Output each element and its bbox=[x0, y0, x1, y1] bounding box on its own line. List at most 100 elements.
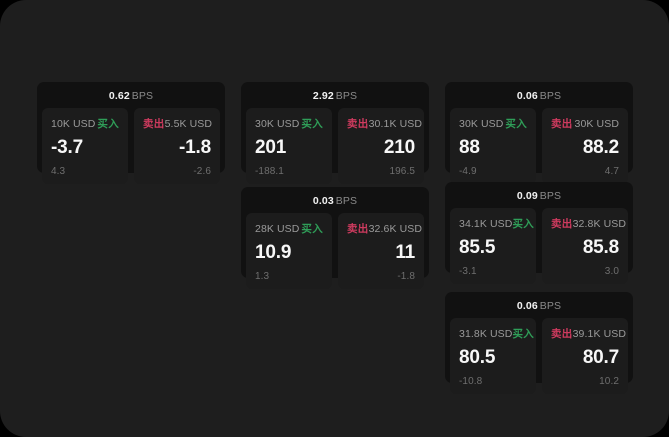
buy-panel[interactable]: 34.1K USD 买入 85.5 -3.1 bbox=[450, 208, 536, 284]
sell-panel[interactable]: 卖出 39.1K USD 80.7 10.2 bbox=[542, 318, 628, 394]
buy-header: 31.8K USD 买入 bbox=[459, 326, 534, 341]
buy-delta: -4.9 bbox=[459, 166, 477, 177]
buy-price: 88 bbox=[459, 137, 480, 158]
spread-unit: BPS bbox=[539, 300, 562, 312]
spread-unit: BPS bbox=[539, 190, 562, 202]
sell-price: -1.8 bbox=[179, 137, 211, 158]
quote-card-2[interactable]: 2.92 BPS 30K USD 买入 201 -188.1 卖出 30.1K U… bbox=[241, 82, 429, 184]
card-header: 0.03 BPS bbox=[246, 193, 424, 209]
card-header: 0.09 BPS bbox=[450, 188, 628, 204]
sell-quantity: 39.1K USD bbox=[572, 328, 627, 340]
buy-quantity: 30K USD bbox=[255, 118, 300, 130]
buy-delta: -188.1 bbox=[255, 166, 284, 177]
card-header: 0.06 BPS bbox=[450, 88, 628, 104]
buy-header: 34.1K USD 买入 bbox=[459, 216, 534, 231]
sell-header: 卖出 39.1K USD bbox=[551, 326, 626, 341]
buy-price: -3.7 bbox=[51, 137, 83, 158]
sell-header: 卖出 30.1K USD bbox=[347, 116, 422, 131]
sell-delta: 3.0 bbox=[604, 266, 619, 277]
spread-unit: BPS bbox=[539, 90, 562, 102]
buy-quantity: 31.8K USD bbox=[459, 328, 513, 340]
buy-panel[interactable]: 30K USD 买入 88 -4.9 bbox=[450, 108, 536, 184]
sell-price: 210 bbox=[383, 137, 415, 158]
sell-delta: -1.8 bbox=[397, 271, 415, 282]
sell-action-label: 卖出 bbox=[347, 118, 369, 130]
buy-quantity: 34.1K USD bbox=[459, 218, 513, 230]
sell-price: 85.8 bbox=[582, 237, 619, 258]
spread-unit: BPS bbox=[335, 90, 358, 102]
sell-header: 卖出 32.8K USD bbox=[551, 216, 626, 231]
sell-action-label: 卖出 bbox=[551, 118, 573, 130]
sell-quantity: 32.8K USD bbox=[572, 218, 627, 230]
sell-price: 80.7 bbox=[582, 347, 619, 368]
sell-panel[interactable]: 卖出 32.6K USD 11 -1.8 bbox=[338, 213, 424, 289]
buy-delta: -10.8 bbox=[459, 376, 483, 387]
sell-price: 88.2 bbox=[582, 137, 619, 158]
buy-price: 80.5 bbox=[459, 347, 496, 368]
quote-card-6[interactable]: 0.06 BPS 31.8K USD 买入 80.5 -10.8 卖出 39.1K… bbox=[445, 292, 633, 394]
buy-header: 28K USD 买入 bbox=[255, 221, 323, 236]
buy-action-label: 买入 bbox=[512, 218, 535, 230]
sell-quantity: 30K USD bbox=[574, 118, 619, 130]
buy-quantity: 30K USD bbox=[459, 118, 504, 130]
sell-quantity: 5.5K USD bbox=[164, 118, 213, 130]
sell-panel[interactable]: 卖出 5.5K USD -1.8 -2.6 bbox=[134, 108, 220, 184]
spread-value: 0.06 bbox=[516, 300, 538, 312]
card-body: 10K USD 买入 -3.7 4.3 卖出 5.5K USD -1.8 -2.… bbox=[42, 108, 220, 184]
spread-value: 0.09 bbox=[516, 190, 538, 202]
sell-header: 卖出 30K USD bbox=[551, 116, 619, 131]
sell-panel[interactable]: 卖出 30K USD 88.2 4.7 bbox=[542, 108, 628, 184]
buy-header: 10K USD 买入 bbox=[51, 116, 119, 131]
buy-delta: 1.3 bbox=[255, 271, 270, 282]
quote-card-3[interactable]: 0.06 BPS 30K USD 买入 88 -4.9 卖出 30K USD bbox=[445, 82, 633, 184]
card-body: 31.8K USD 买入 80.5 -10.8 卖出 39.1K USD 80.… bbox=[450, 318, 628, 394]
spread-unit: BPS bbox=[131, 90, 154, 102]
sell-delta: 10.2 bbox=[599, 376, 619, 387]
sell-header: 卖出 5.5K USD bbox=[143, 116, 213, 131]
spread-value: 0.03 bbox=[312, 195, 334, 207]
buy-price: 85.5 bbox=[459, 237, 496, 258]
quote-card-1[interactable]: 0.62 BPS 10K USD 买入 -3.7 4.3 卖出 5.5K USD bbox=[37, 82, 225, 184]
sell-delta: 196.5 bbox=[389, 166, 415, 177]
buy-delta: 4.3 bbox=[51, 166, 66, 177]
spread-value: 0.06 bbox=[516, 90, 538, 102]
card-header: 0.06 BPS bbox=[450, 298, 628, 314]
card-header: 0.62 BPS bbox=[42, 88, 220, 104]
quote-card-4[interactable]: 0.03 BPS 28K USD 买入 10.9 1.3 卖出 32.6K USD bbox=[241, 187, 429, 289]
sell-panel[interactable]: 卖出 30.1K USD 210 196.5 bbox=[338, 108, 424, 184]
sell-action-label: 卖出 bbox=[143, 118, 165, 130]
card-body: 30K USD 买入 201 -188.1 卖出 30.1K USD 210 1… bbox=[246, 108, 424, 184]
buy-action-label: 买入 bbox=[97, 118, 119, 130]
sell-delta: -2.6 bbox=[193, 166, 211, 177]
buy-panel[interactable]: 31.8K USD 买入 80.5 -10.8 bbox=[450, 318, 536, 394]
sell-action-label: 卖出 bbox=[347, 223, 369, 235]
spread-value: 0.62 bbox=[108, 90, 130, 102]
card-header: 2.92 BPS bbox=[246, 88, 424, 104]
buy-quantity: 10K USD bbox=[51, 118, 96, 130]
sell-quantity: 32.6K USD bbox=[368, 223, 423, 235]
sell-action-label: 卖出 bbox=[551, 218, 573, 230]
card-body: 34.1K USD 买入 85.5 -3.1 卖出 32.8K USD 85.8… bbox=[450, 208, 628, 284]
buy-delta: -3.1 bbox=[459, 266, 477, 277]
buy-header: 30K USD 买入 bbox=[255, 116, 323, 131]
sell-price: 11 bbox=[395, 242, 415, 263]
buy-action-label: 买入 bbox=[301, 223, 323, 235]
buy-price: 10.9 bbox=[255, 242, 292, 263]
sell-action-label: 卖出 bbox=[551, 328, 573, 340]
card-body: 30K USD 买入 88 -4.9 卖出 30K USD 88.2 4.7 bbox=[450, 108, 628, 184]
spread-unit: BPS bbox=[335, 195, 358, 207]
buy-action-label: 买入 bbox=[512, 328, 535, 340]
quote-card-5[interactable]: 0.09 BPS 34.1K USD 买入 85.5 -3.1 卖出 32.8K … bbox=[445, 182, 633, 284]
sell-delta: 4.7 bbox=[604, 166, 619, 177]
spread-value: 2.92 bbox=[312, 90, 334, 102]
sell-header: 卖出 32.6K USD bbox=[347, 221, 422, 236]
buy-panel[interactable]: 10K USD 买入 -3.7 4.3 bbox=[42, 108, 128, 184]
card-body: 28K USD 买入 10.9 1.3 卖出 32.6K USD 11 -1.8 bbox=[246, 213, 424, 289]
buy-panel[interactable]: 30K USD 买入 201 -188.1 bbox=[246, 108, 332, 184]
buy-panel[interactable]: 28K USD 买入 10.9 1.3 bbox=[246, 213, 332, 289]
sell-quantity: 30.1K USD bbox=[368, 118, 423, 130]
sell-panel[interactable]: 卖出 32.8K USD 85.8 3.0 bbox=[542, 208, 628, 284]
buy-action-label: 买入 bbox=[301, 118, 323, 130]
